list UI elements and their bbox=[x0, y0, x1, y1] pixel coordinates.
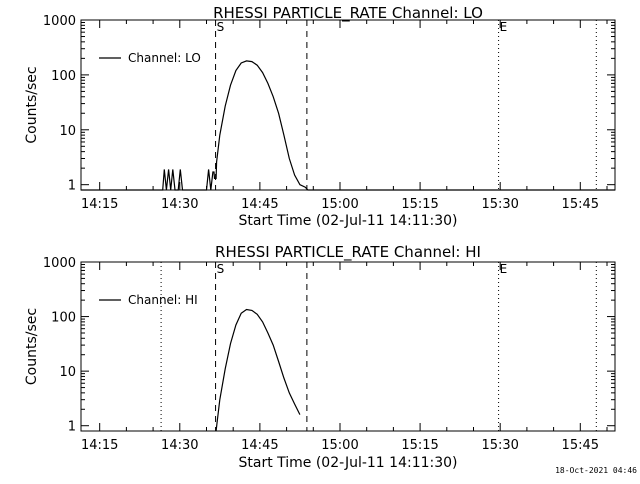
y-tick-label: 1 bbox=[68, 420, 76, 435]
y-tick-label: 10 bbox=[59, 365, 76, 380]
y-tick-label: 1 bbox=[68, 179, 76, 194]
series-line-lo bbox=[81, 60, 615, 191]
x-tick-label: 15:45 bbox=[562, 197, 599, 212]
x-tick-label: 15:15 bbox=[401, 438, 438, 453]
event-marker-label: S bbox=[217, 262, 225, 276]
x-axis-label: Start Time (02-Jul-11 14:11:30) bbox=[238, 213, 457, 229]
x-tick-label: 14:15 bbox=[81, 197, 118, 212]
x-tick-label: 15:30 bbox=[481, 438, 518, 453]
event-marker-label: E bbox=[500, 262, 508, 276]
x-tick-label: 15:15 bbox=[401, 197, 438, 212]
legend-label: Channel: LO bbox=[128, 51, 201, 65]
series-line-hi bbox=[215, 308, 301, 432]
legend-label: Channel: HI bbox=[128, 293, 198, 307]
x-tick-label: 15:30 bbox=[481, 197, 518, 212]
x-tick-label: 14:45 bbox=[241, 438, 278, 453]
timestamp-label: 18-Oct-2021 04:46 bbox=[555, 466, 637, 475]
x-tick-label: 15:00 bbox=[321, 197, 358, 212]
x-tick-label: 15:45 bbox=[562, 438, 599, 453]
plot-frame bbox=[80, 19, 616, 191]
x-axis-label: Start Time (02-Jul-11 14:11:30) bbox=[238, 455, 457, 471]
y-axis-label: Counts/sec bbox=[24, 66, 40, 143]
chart-title: RHESSI PARTICLE_RATE Channel: HI bbox=[215, 243, 481, 262]
y-axis-label: Counts/sec bbox=[24, 308, 40, 385]
x-tick-label: 14:45 bbox=[241, 197, 278, 212]
x-tick-label: 14:30 bbox=[161, 438, 198, 453]
y-tick-label: 100 bbox=[51, 311, 76, 326]
x-tick-label: 14:30 bbox=[161, 197, 198, 212]
chart-title: RHESSI PARTICLE_RATE Channel: LO bbox=[213, 4, 483, 23]
plot-frame bbox=[80, 261, 616, 432]
y-tick-label: 10 bbox=[59, 124, 76, 139]
x-tick-label: 15:00 bbox=[321, 438, 358, 453]
y-tick-label: 100 bbox=[51, 69, 76, 84]
event-marker-label: E bbox=[500, 20, 508, 34]
y-tick-label: 1000 bbox=[43, 14, 76, 29]
panel-lo: RHESSI PARTICLE_RATE Channel: LO 1 10 100 10… bbox=[24, 4, 616, 229]
x-tick-label: 14:15 bbox=[81, 438, 118, 453]
panel-hi: RHESSI PARTICLE_RATE Channel: HI 1 10 100 10… bbox=[24, 243, 616, 471]
event-marker-label: S bbox=[217, 20, 225, 34]
y-tick-label: 1000 bbox=[43, 256, 76, 271]
